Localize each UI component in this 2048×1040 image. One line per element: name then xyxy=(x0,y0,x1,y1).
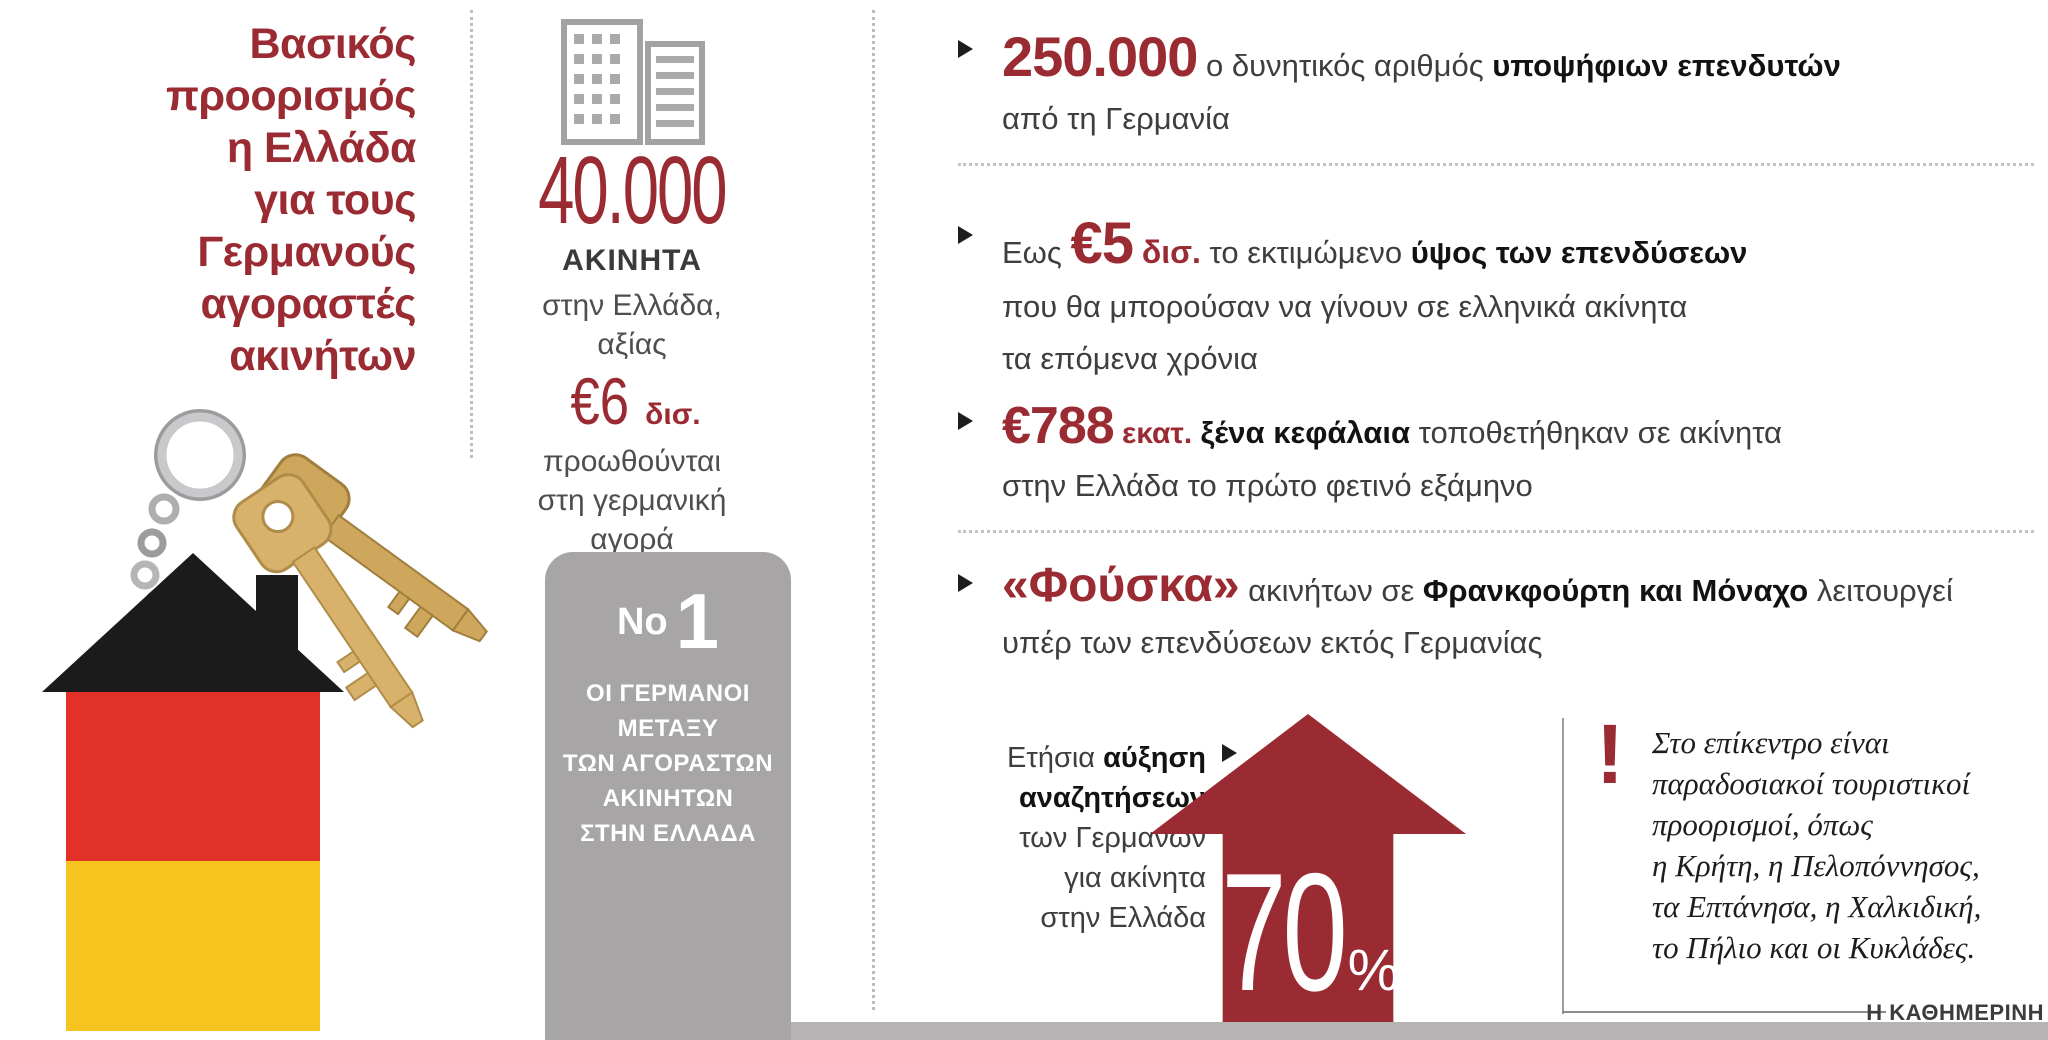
growth-caption-line: Ετήσια αύξηση xyxy=(938,738,1206,778)
stat-column: 40.000 ΑΚΙΝΗΤΑ στην Ελλάδα, αξίας €6 δισ… xyxy=(487,137,777,559)
fact-unit: δισ. xyxy=(1132,234,1201,270)
properties-value: €6 δισ. xyxy=(487,368,777,434)
focus-note: Στο επίκεντρο είναι παραδοσιακοί τουριστ… xyxy=(1652,725,1982,965)
column-divider-1 xyxy=(470,10,473,458)
exclamation-icon: ! xyxy=(1596,707,1624,801)
bullet-triangle-icon xyxy=(958,40,973,58)
properties-desc-1: στην Ελλάδα, αξίας xyxy=(542,289,722,361)
growth-value-unit: % xyxy=(1347,938,1400,1003)
fact-text: Εως xyxy=(1002,235,1071,270)
rank-one-label: 1 xyxy=(675,577,720,665)
rank-caption: ΟΙ ΓΕΡΜΑΝΟΙ ΜΕΤΑΞΥ ΤΩΝ ΑΓΟΡΑΣΤΩΝ ΑΚΙΝΗΤΩ… xyxy=(562,680,774,847)
fact-highlight: ύψος των επενδύσεων xyxy=(1410,235,1748,270)
rank-number: No 1 xyxy=(545,582,791,660)
bullet-triangle-icon xyxy=(958,574,973,592)
fact-investment-volume: Εως €5 δισ. το εκτιμώμενο ύψος των επενδ… xyxy=(1002,210,1747,385)
growth-caption-highlight: αναζητήσεων xyxy=(1018,782,1206,814)
column-divider-2 xyxy=(872,10,875,1010)
note-divider xyxy=(1562,718,1564,1014)
fact-line: Εως €5 δισ. το εκτιμώμενο ύψος των επενδ… xyxy=(1002,210,1747,277)
growth-caption-text: των Γερμανών για ακίνητα στην Ελλάδα xyxy=(1019,822,1206,934)
fact-highlight: Φρανκφούρτη και Μόναχο xyxy=(1422,573,1809,608)
fact-highlight: ξένα κεφάλαια xyxy=(1200,415,1411,450)
fact-figure: €788 xyxy=(1002,397,1115,455)
fact-line: «Φούσκα» ακινήτων σε Φρανκφούρτη και Μόν… xyxy=(1002,558,1953,613)
fact-highlight: υποψήφιων επενδυτών xyxy=(1492,48,1841,83)
rank-no-label: No xyxy=(616,601,668,643)
fact-text: ο δυνητικός αριθμός xyxy=(1197,48,1493,83)
house-keychain-illustration xyxy=(42,409,488,1031)
growth-value-number: 70 xyxy=(1220,838,1348,1026)
fact-text: που θα μπορούσαν να γίνουν σε ελληνικά α… xyxy=(1002,289,1688,376)
fact-text: στην Ελλάδα το πρώτο φετινό εξάμηνο xyxy=(1002,468,1533,503)
properties-label: ΑΚΙΝΗΤΑ xyxy=(562,244,702,277)
buildings-icon xyxy=(561,19,705,145)
fact-text: λειτουργεί xyxy=(1808,573,1953,608)
fact-figure: «Φούσκα» xyxy=(1002,559,1240,612)
growth-caption-highlight: αύξηση xyxy=(1103,742,1206,774)
fact-text: τοποθετήθηκαν σε ακίνητα xyxy=(1410,415,1782,450)
fact-figure: €5 xyxy=(1070,211,1134,276)
fact-bubble: «Φούσκα» ακινήτων σε Φρανκφούρτη και Μόν… xyxy=(1002,558,1953,669)
growth-value: 70% xyxy=(1150,848,1466,1016)
properties-value-unit: δισ. xyxy=(636,398,701,431)
growth-caption: Ετήσια αύξηση αναζητήσεων των Γερμανών γ… xyxy=(938,738,1206,938)
rank-badge: No 1 ΟΙ ΓΕΡΜΑΝΟΙ ΜΕΤΑΞΥ ΤΩΝ ΑΓΟΡΑΣΤΩΝ ΑΚΙ… xyxy=(545,552,791,1040)
headline: Βασικός προορισμός η Ελλάδα για τους Γερ… xyxy=(166,20,416,380)
properties-desc-2: προωθούνται στη γερμανική αγορά xyxy=(537,445,727,556)
fact-foreign-capital: €788 εκατ. ξένα κεφάλαια τοποθετήθηκαν σ… xyxy=(1002,396,1782,512)
fact-line: €788 εκατ. ξένα κεφάλαια τοποθετήθηκαν σ… xyxy=(1002,396,1782,456)
fact-text: ακινήτων σε xyxy=(1239,573,1423,608)
bullet-triangle-icon xyxy=(958,412,973,430)
fact-text: το εκτιμώμενο xyxy=(1200,235,1411,270)
growth-arrow-icon xyxy=(1150,714,1466,1022)
bottom-bar xyxy=(545,1022,2048,1040)
fact-figure: 250.000 xyxy=(1002,25,1198,88)
growth-caption-text: Ετήσια xyxy=(1007,742,1104,774)
brand-logo: Η ΚΑΘΗΜΕΡΙΝΗ xyxy=(1866,1000,2044,1025)
footer-rule xyxy=(1562,1011,1886,1013)
fact-potential-investors: 250.000 ο δυνητικός αριθμός υποψήφιων επ… xyxy=(1002,24,1841,145)
section-divider-1 xyxy=(958,163,2034,166)
bullet-triangle-icon xyxy=(1222,744,1237,762)
section-divider-2 xyxy=(958,530,2034,533)
bullet-triangle-icon xyxy=(958,226,973,244)
fact-line: 250.000 ο δυνητικός αριθμός υποψήφιων επ… xyxy=(1002,24,1841,89)
properties-count: 40.000 xyxy=(487,137,777,244)
properties-count-value: 40.000 xyxy=(538,137,727,244)
fact-text: υπέρ των επενδύσεων εκτός Γερμανίας xyxy=(1002,625,1543,660)
properties-value-number: €6 xyxy=(570,364,630,438)
fact-text: από τη Γερμανία xyxy=(1002,101,1230,136)
fact-unit: εκατ. xyxy=(1113,417,1201,450)
